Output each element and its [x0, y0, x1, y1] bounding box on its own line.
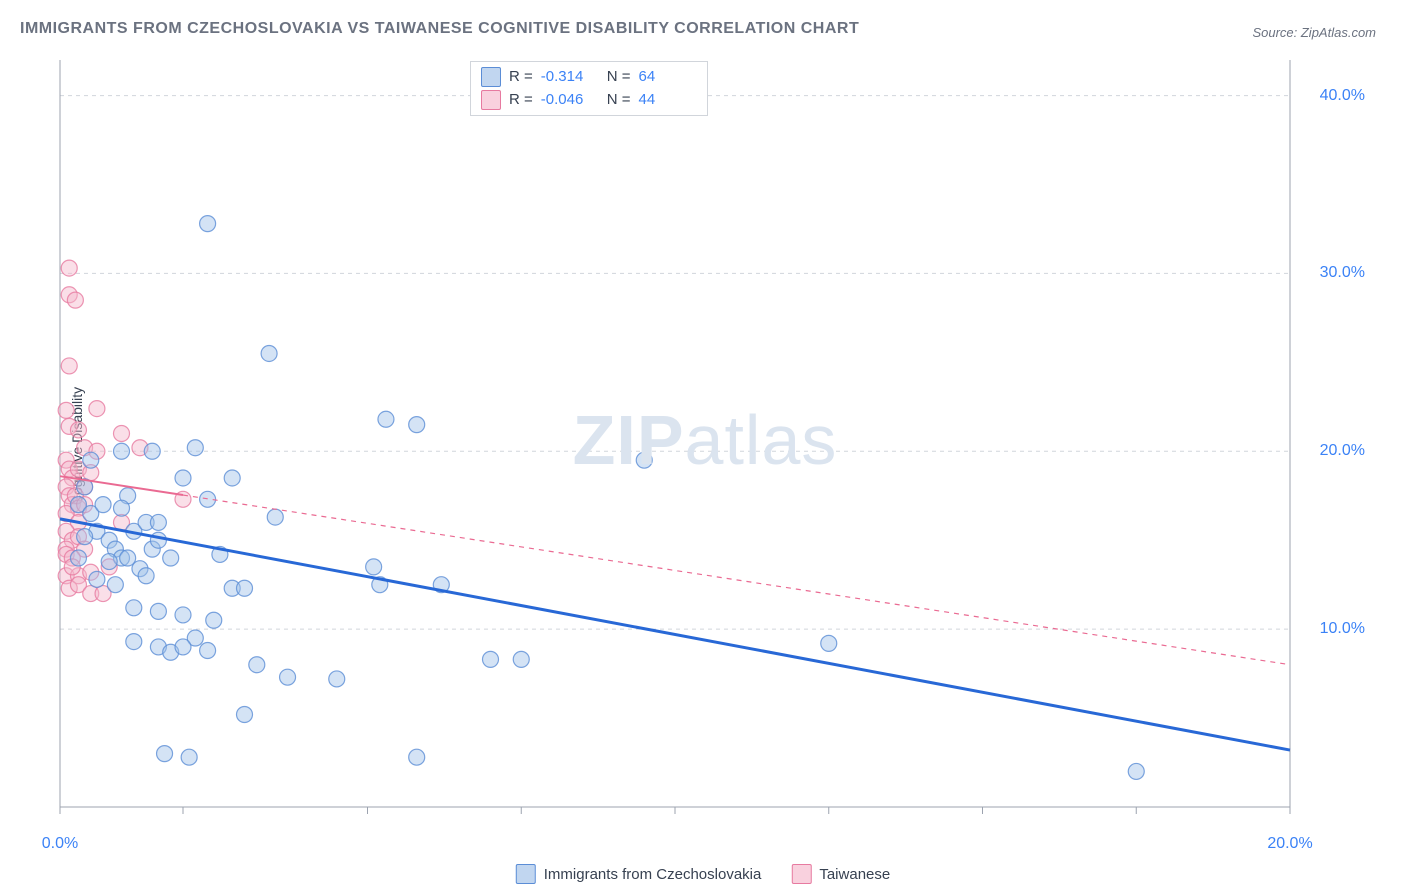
stats-legend-box: R = -0.314 N = 64 R = -0.046 N = 44	[470, 61, 708, 116]
bottom-legend: Immigrants from Czechoslovakia Taiwanese	[516, 864, 890, 884]
swatch-pink-icon	[791, 864, 811, 884]
r-label: R =	[509, 89, 533, 112]
scatter-chart	[50, 55, 1360, 825]
swatch-blue-icon	[516, 864, 536, 884]
swatch-blue-icon	[481, 67, 501, 87]
y-tick-label: 10.0%	[1320, 620, 1365, 638]
y-tick-label: 30.0%	[1320, 264, 1365, 282]
chart-title: IMMIGRANTS FROM CZECHOSLOVAKIA VS TAIWAN…	[20, 20, 859, 38]
y-tick-label: 20.0%	[1320, 442, 1365, 460]
stats-row-series1: R = -0.314 N = 64	[481, 66, 697, 89]
legend-label-1: Immigrants from Czechoslovakia	[544, 866, 762, 883]
source-attribution: Source: ZipAtlas.com	[1252, 25, 1376, 40]
legend-item-1: Immigrants from Czechoslovakia	[516, 864, 762, 884]
legend-label-2: Taiwanese	[819, 866, 890, 883]
plot-area: ZIPatlas R = -0.314 N = 64 R = -0.046 N …	[50, 55, 1360, 825]
n-value-1: 64	[639, 66, 697, 89]
n-label: N =	[607, 66, 631, 89]
x-tick-label: 0.0%	[42, 835, 78, 853]
r-value-2: -0.046	[541, 89, 599, 112]
legend-item-2: Taiwanese	[791, 864, 890, 884]
n-label: N =	[607, 89, 631, 112]
r-label: R =	[509, 66, 533, 89]
y-tick-label: 40.0%	[1320, 87, 1365, 105]
swatch-pink-icon	[481, 90, 501, 110]
r-value-1: -0.314	[541, 66, 599, 89]
x-tick-label: 20.0%	[1267, 835, 1312, 853]
n-value-2: 44	[639, 89, 697, 112]
stats-row-series2: R = -0.046 N = 44	[481, 89, 697, 112]
